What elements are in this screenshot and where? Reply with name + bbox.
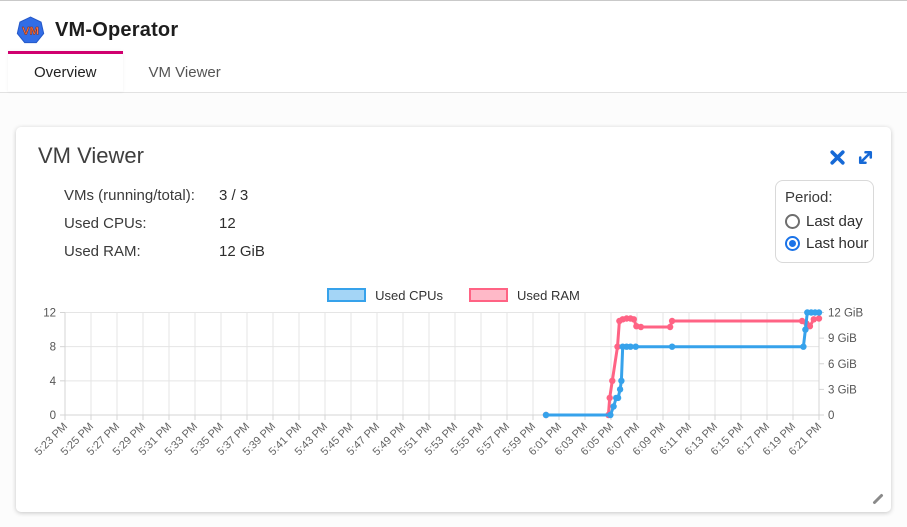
svg-text:4: 4 xyxy=(50,376,57,388)
expand-button[interactable] xyxy=(855,147,875,167)
stat-row-cpus: Used CPUs: 12 xyxy=(64,209,891,237)
stat-value-vms: 3 / 3 xyxy=(219,186,249,204)
resize-handle-icon[interactable] xyxy=(871,492,885,506)
stat-row-ram: Used RAM: 12 GiB xyxy=(64,237,891,265)
svg-text:0: 0 xyxy=(828,410,834,422)
vm-operator-logo-icon: VM xyxy=(16,15,45,43)
close-button[interactable] xyxy=(827,147,847,167)
card-header: VM Viewer xyxy=(16,127,891,169)
radio-last-day[interactable]: Last day xyxy=(785,213,864,230)
close-icon xyxy=(829,149,845,165)
tab-bar: Overview VM Viewer xyxy=(0,51,907,93)
used-ram-swatch-icon xyxy=(469,288,509,302)
legend-label: Used RAM xyxy=(517,287,580,303)
svg-text:VM: VM xyxy=(22,25,39,37)
legend-item-used-cpus[interactable]: Used CPUs xyxy=(327,287,443,303)
vm-viewer-card: VM Viewer xyxy=(16,127,891,512)
card-title: VM Viewer xyxy=(38,143,144,168)
used-cpus-swatch-icon xyxy=(327,288,367,302)
stat-row-vms: VMs (running/total): 3 / 3 xyxy=(64,181,891,209)
card-actions xyxy=(827,143,875,167)
svg-text:3 GiB: 3 GiB xyxy=(828,384,857,396)
vm-stats: VMs (running/total): 3 / 3 Used CPUs: 12… xyxy=(64,181,891,265)
chart-legend: Used CPUs Used RAM xyxy=(16,287,891,303)
legend-item-used-ram[interactable]: Used RAM xyxy=(469,287,580,303)
chart-area: 5:23 PM 5:25 PM 5:27 PM 5:29 PM 5:31 PM 5:33 … xyxy=(16,306,891,476)
radio-label: Last day xyxy=(806,213,863,230)
stat-value-cpus: 12 xyxy=(219,214,236,232)
period-panel: Period: Last day Last hour xyxy=(775,180,874,263)
radio-button-icon[interactable] xyxy=(785,236,800,251)
svg-text:12: 12 xyxy=(43,308,56,320)
stat-label: VMs (running/total): xyxy=(64,186,195,204)
stat-value-ram: 12 GiB xyxy=(219,242,265,260)
radio-last-hour[interactable]: Last hour xyxy=(785,235,869,252)
svg-text:9 GiB: 9 GiB xyxy=(828,333,857,345)
period-label: Period: xyxy=(785,189,833,206)
app-title: VM-Operator xyxy=(55,18,179,41)
legend-label: Used CPUs xyxy=(375,287,444,303)
page-body: VM Viewer xyxy=(0,93,907,527)
radio-button-icon[interactable] xyxy=(785,214,800,229)
stat-label: Used RAM: xyxy=(64,242,141,260)
stat-label: Used CPUs: xyxy=(64,214,147,232)
radio-label: Last hour xyxy=(806,235,869,252)
svg-text:8: 8 xyxy=(50,342,56,354)
expand-icon xyxy=(858,150,872,164)
svg-text:6 GiB: 6 GiB xyxy=(828,359,857,371)
tab-overview[interactable]: Overview xyxy=(8,51,123,92)
app-header: VM VM-Operator xyxy=(0,1,907,47)
tab-vm-viewer[interactable]: VM Viewer xyxy=(148,64,221,81)
svg-text:0: 0 xyxy=(50,410,56,422)
svg-text:12 GiB: 12 GiB xyxy=(828,308,863,320)
usage-line-chart: 5:23 PM5:25 PM5:27 PM5:29 PM5:31 PM5:33 … xyxy=(33,308,864,459)
